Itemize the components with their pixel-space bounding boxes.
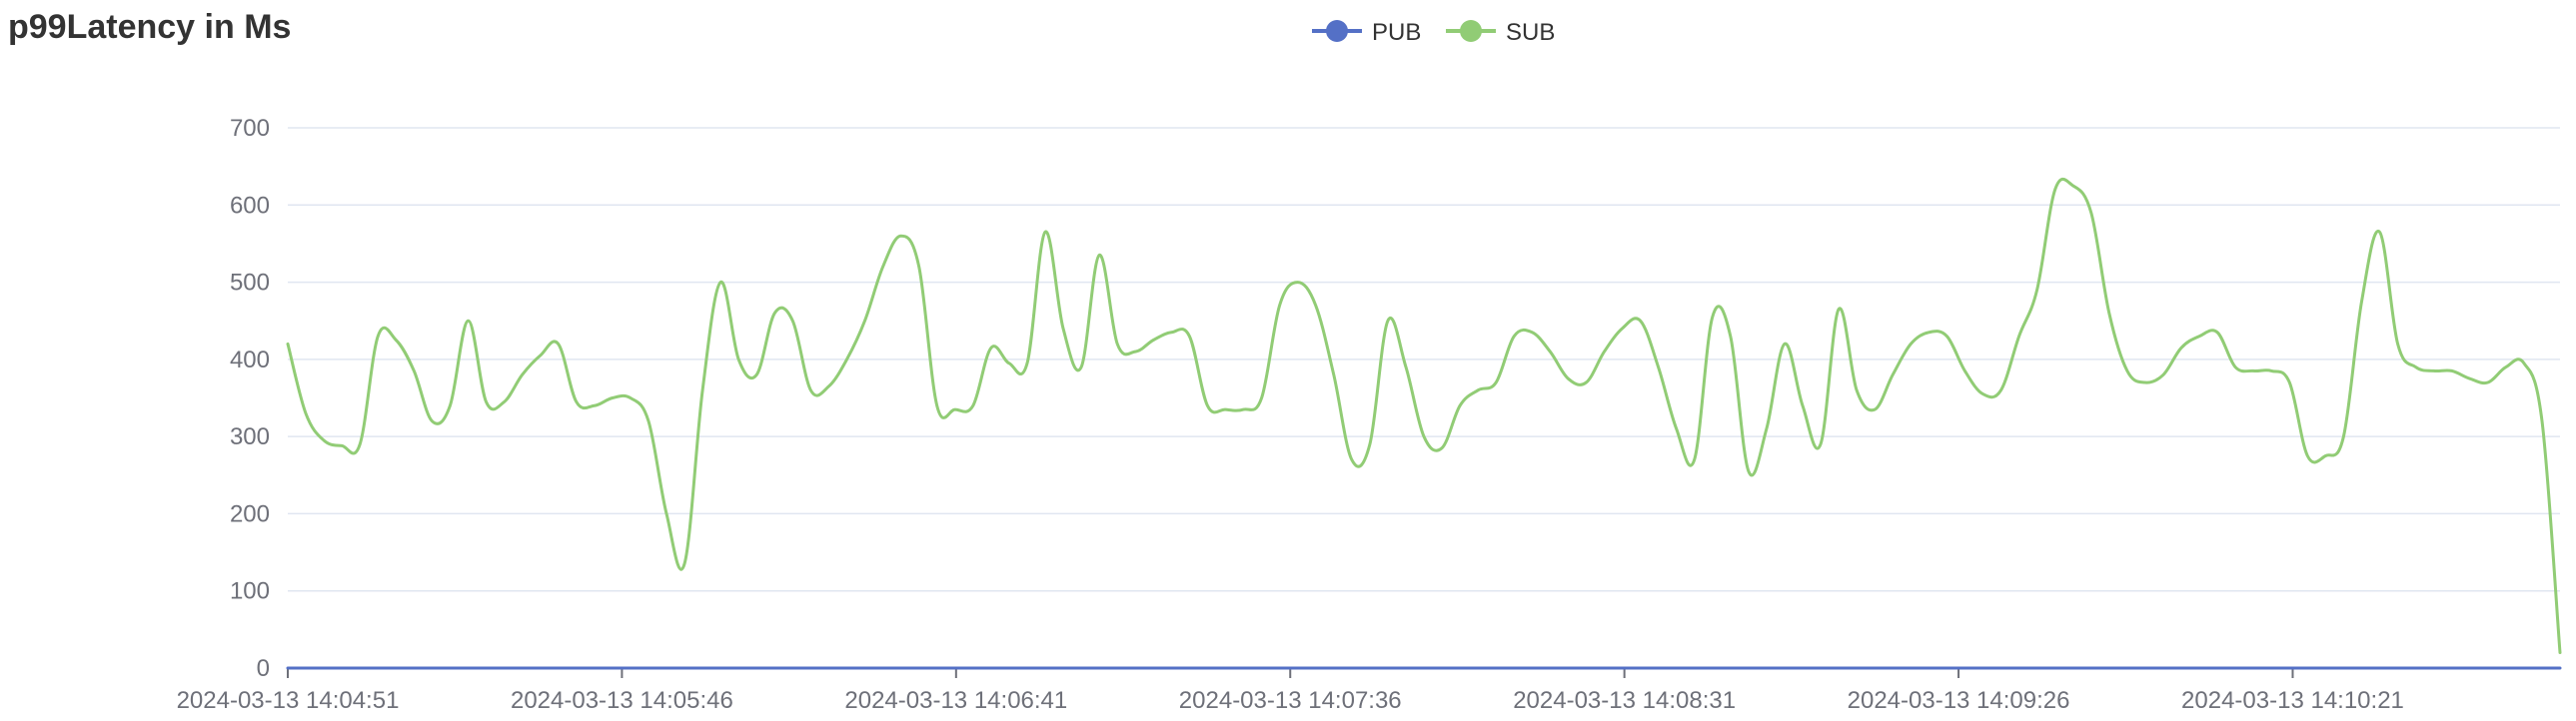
y-tick-label: 400 bbox=[230, 347, 270, 373]
y-tick-label: 600 bbox=[230, 192, 270, 219]
y-tick-label: 700 bbox=[230, 115, 270, 142]
legend-label: PUB bbox=[1372, 19, 1421, 46]
legend-marker-icon bbox=[1460, 20, 1482, 42]
y-tick-label: 200 bbox=[230, 500, 270, 527]
x-tick-label: 2024-03-13 14:04:51 bbox=[177, 687, 400, 714]
x-tick-label: 2024-03-13 14:07:36 bbox=[1179, 687, 1402, 714]
x-tick-label: 2024-03-13 14:10:21 bbox=[2181, 687, 2404, 714]
y-tick-label: 100 bbox=[230, 578, 270, 605]
x-tick-label: 2024-03-13 14:05:46 bbox=[511, 687, 733, 714]
y-tick-label: 500 bbox=[230, 270, 270, 297]
y-tick-label: 0 bbox=[257, 655, 270, 682]
x-axis: 2024-03-13 14:04:51 2024-03-13 14:05:46 20… bbox=[177, 667, 2560, 714]
legend-marker-icon bbox=[1326, 20, 1348, 42]
x-tick-label: 2024-03-13 14:09:26 bbox=[1848, 687, 2070, 714]
x-tick-label: 2024-03-13 14:06:41 bbox=[844, 687, 1067, 714]
series-group bbox=[286, 178, 2562, 670]
y-axis: 0 100 200 300 400 500 600 700 bbox=[230, 115, 270, 682]
legend-item-pub[interactable]: PUB bbox=[1312, 19, 1421, 46]
legend-item-sub[interactable]: SUB bbox=[1446, 19, 1555, 46]
chart-title: p99Latency in Ms bbox=[8, 8, 292, 46]
y-tick-label: 300 bbox=[230, 423, 270, 450]
legend[interactable]: PUB SUB bbox=[1312, 19, 1555, 46]
legend-label: SUB bbox=[1506, 19, 1555, 46]
x-tick-label: 2024-03-13 14:08:31 bbox=[1513, 687, 1736, 714]
grid-lines bbox=[288, 127, 2560, 592]
series-line-sub[interactable] bbox=[286, 178, 2562, 654]
